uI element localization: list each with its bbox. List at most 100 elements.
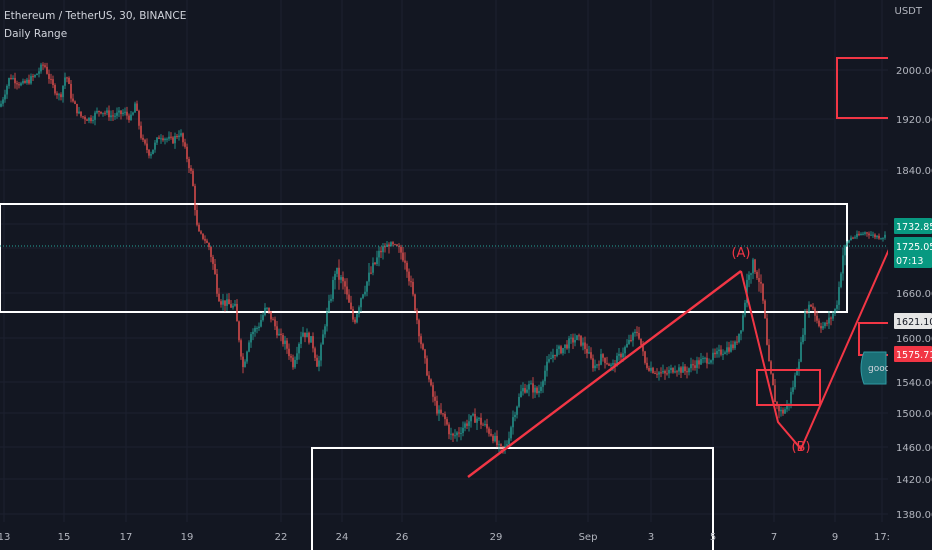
candle-body bbox=[640, 338, 642, 345]
candle-body bbox=[44, 65, 46, 67]
candle-body bbox=[244, 361, 246, 368]
candle-body bbox=[354, 319, 356, 323]
candle-body bbox=[278, 333, 280, 336]
candle-body bbox=[832, 313, 834, 319]
candle-body bbox=[586, 348, 588, 354]
candle-body bbox=[178, 135, 180, 138]
candle-body bbox=[804, 311, 806, 335]
candle-body bbox=[254, 328, 256, 332]
candle-body bbox=[280, 333, 282, 336]
candle-body bbox=[522, 388, 524, 392]
candle-body bbox=[402, 252, 404, 261]
candle-body bbox=[866, 232, 868, 234]
candle-body bbox=[624, 347, 626, 354]
red-zone-box[interactable] bbox=[756, 369, 821, 406]
candle-body bbox=[26, 79, 28, 83]
candle-body bbox=[342, 277, 344, 282]
candle-body bbox=[778, 405, 780, 412]
candle-body bbox=[794, 375, 796, 388]
candle-body bbox=[60, 94, 62, 98]
price-tag-gray-text: 1621.10 bbox=[896, 317, 932, 328]
candle-body bbox=[534, 387, 536, 393]
good-note-bubble[interactable] bbox=[860, 351, 887, 385]
candle-body bbox=[148, 149, 150, 156]
candle-body bbox=[764, 300, 766, 319]
price-tick-label: 1420.00 bbox=[896, 475, 932, 486]
candle-body bbox=[578, 335, 580, 337]
candle-body bbox=[672, 367, 674, 373]
candle-body bbox=[840, 273, 842, 288]
candle-body bbox=[176, 136, 178, 138]
candle-body bbox=[508, 438, 510, 445]
candle-body bbox=[430, 379, 432, 386]
candle-body bbox=[52, 79, 54, 86]
candle-body bbox=[706, 357, 708, 364]
candle-body bbox=[36, 73, 38, 76]
candle-body bbox=[720, 349, 722, 355]
candle-body bbox=[388, 244, 390, 247]
candle-body bbox=[306, 332, 308, 338]
candle-body bbox=[142, 137, 144, 140]
candle-body bbox=[42, 64, 44, 66]
candle-body bbox=[734, 341, 736, 349]
candle-body bbox=[492, 435, 494, 442]
candle-body bbox=[856, 233, 858, 238]
resistance-zone-box[interactable] bbox=[0, 203, 848, 313]
support-zone-box[interactable] bbox=[311, 447, 714, 550]
candle-body bbox=[752, 259, 754, 274]
candle-body bbox=[330, 298, 332, 301]
trendline-to-a[interactable] bbox=[467, 270, 742, 478]
candle-body bbox=[282, 335, 284, 345]
price-axis[interactable] bbox=[888, 0, 932, 550]
candle-body bbox=[860, 234, 862, 236]
candle-body bbox=[100, 111, 102, 114]
indicator-label[interactable]: Daily Range bbox=[4, 28, 68, 40]
candle-body bbox=[90, 117, 92, 122]
candle-body bbox=[482, 424, 484, 426]
candle-body bbox=[816, 315, 818, 321]
candle-body bbox=[652, 367, 654, 373]
candle-body bbox=[480, 417, 482, 425]
candle-body bbox=[526, 389, 528, 393]
price-tag-high bbox=[894, 218, 932, 234]
candle-body bbox=[654, 372, 656, 374]
candle-body bbox=[462, 427, 464, 434]
candle-body bbox=[514, 414, 516, 418]
candle-body bbox=[72, 98, 74, 102]
candle-body bbox=[214, 263, 216, 274]
candle-body bbox=[644, 351, 646, 363]
candle-body bbox=[68, 77, 70, 84]
candle-body bbox=[456, 432, 458, 436]
time-tick-label: 3 bbox=[648, 532, 654, 543]
candle-body bbox=[356, 314, 358, 323]
wave-path-b[interactable] bbox=[740, 246, 891, 451]
candle-body bbox=[470, 415, 472, 422]
candle-body bbox=[84, 116, 86, 120]
symbol-title[interactable]: Ethereum / TetherUS, 30, BINANCE bbox=[4, 10, 187, 22]
candle-body bbox=[104, 112, 106, 114]
candle-body bbox=[540, 386, 542, 391]
candle-body bbox=[384, 246, 386, 248]
candle-body bbox=[302, 332, 304, 337]
candle-body bbox=[398, 246, 400, 248]
candle-body bbox=[590, 352, 592, 359]
candle-body bbox=[452, 433, 454, 436]
candle-body bbox=[488, 428, 490, 434]
candle-body bbox=[56, 93, 58, 96]
candle-body bbox=[46, 66, 48, 74]
candle-body bbox=[304, 332, 306, 338]
candle-body bbox=[560, 346, 562, 354]
candle-body bbox=[382, 246, 384, 253]
candle-body bbox=[66, 77, 68, 79]
candle-body bbox=[334, 273, 336, 280]
candle-body bbox=[694, 365, 696, 368]
candle-body bbox=[58, 94, 60, 96]
candle-body bbox=[378, 250, 380, 258]
candle-body bbox=[240, 340, 242, 357]
candle-body bbox=[704, 357, 706, 359]
candle-body bbox=[420, 336, 422, 345]
candle-body bbox=[234, 303, 236, 306]
candle-body bbox=[436, 400, 438, 414]
